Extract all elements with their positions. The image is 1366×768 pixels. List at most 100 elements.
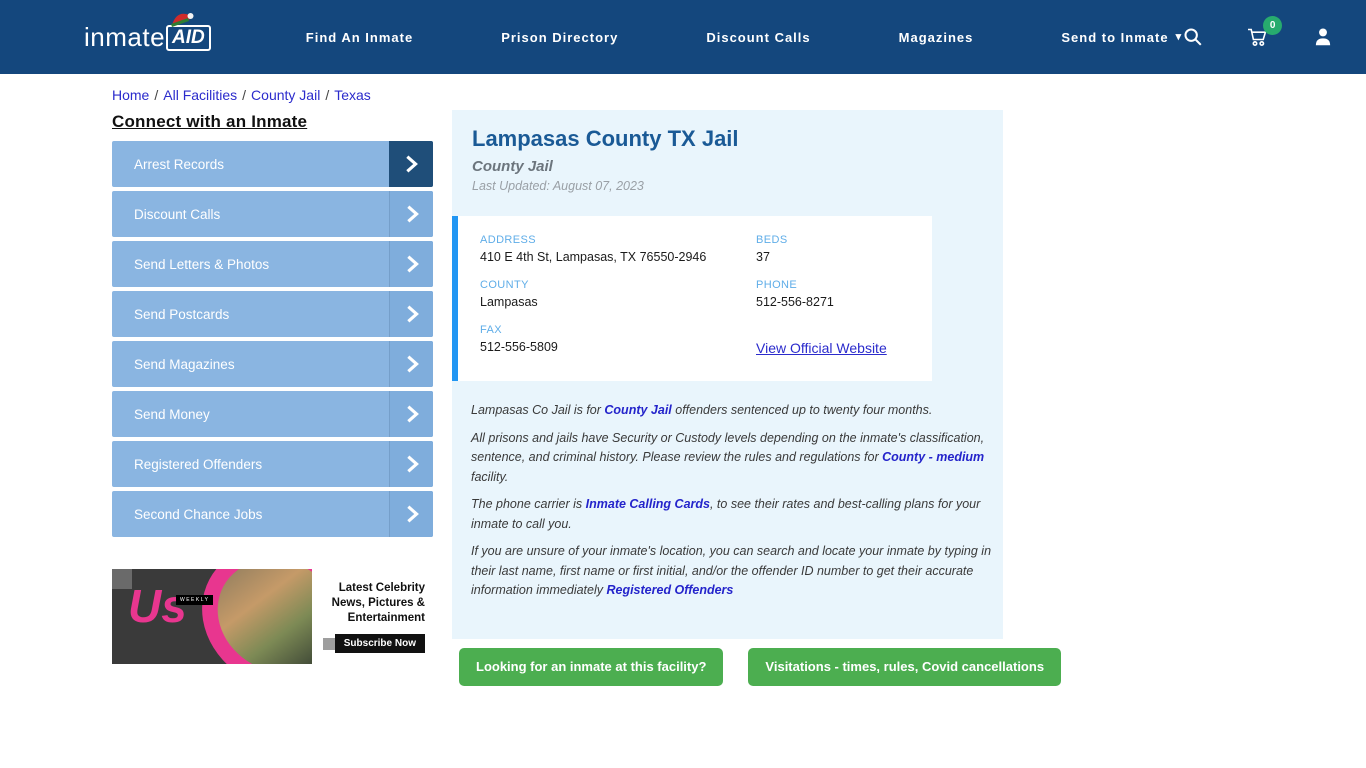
- facility-panel: Lampasas County TX Jail County Jail Last…: [452, 110, 1003, 639]
- sidebar-item-send-letters-photos[interactable]: Send Letters & Photos: [112, 241, 433, 287]
- chevron-right-icon: [389, 341, 433, 387]
- breadcrumb-home[interactable]: Home: [112, 87, 150, 103]
- breadcrumb-county-jail[interactable]: County Jail: [251, 87, 321, 103]
- fax-label: FAX: [480, 324, 502, 336]
- chevron-right-icon: [389, 241, 433, 287]
- address-value: 410 E 4th St, Lampasas, TX 76550-2946: [480, 250, 707, 264]
- address-label: ADDRESS: [480, 234, 536, 246]
- county-value: Lampasas: [480, 295, 538, 309]
- description-paragraph: All prisons and jails have Security or C…: [471, 429, 995, 488]
- nav-prison-directory[interactable]: Prison Directory: [501, 29, 619, 45]
- phone-label: PHONE: [756, 279, 798, 291]
- sidebar-item-send-postcards[interactable]: Send Postcards: [112, 291, 433, 337]
- looking-for-inmate-button[interactable]: Looking for an inmate at this facility?: [459, 647, 724, 686]
- sidebar-item-label: Send Money: [134, 406, 210, 422]
- ad-text-area: Latest Celebrity News, Pictures & Entert…: [312, 569, 433, 664]
- chevron-right-icon: [389, 391, 433, 437]
- ad-corner-square: [112, 569, 132, 589]
- paragraph-text: , to see their rates and best-calling pl…: [471, 497, 981, 531]
- paragraph-text: The phone carrier is: [471, 497, 586, 511]
- sidebar-item-label: Send Magazines: [134, 356, 235, 372]
- sidebar-item-second-chance-jobs[interactable]: Second Chance Jobs: [112, 491, 433, 537]
- sidebar-item-label: Send Postcards: [134, 306, 230, 322]
- breadcrumb-separator: /: [242, 87, 247, 103]
- search-icon[interactable]: [1182, 26, 1204, 48]
- sidebar-item-discount-calls[interactable]: Discount Calls: [112, 191, 433, 237]
- sidebar-item-send-money[interactable]: Send Money: [112, 391, 433, 437]
- breadcrumb-separator: /: [325, 87, 330, 103]
- sidebar-item-registered-offenders[interactable]: Registered Offenders: [112, 441, 433, 487]
- official-website-link[interactable]: View Official Website: [756, 340, 887, 356]
- top-navbar: inmate AID Find An Inmate Prison Directo…: [0, 0, 1366, 74]
- chevron-right-icon: [389, 191, 433, 237]
- sidebar-item-label: Send Letters & Photos: [134, 256, 270, 272]
- facility-description: Lampasas Co Jail is for County Jail offe…: [452, 381, 1003, 601]
- subscribe-now-button[interactable]: Subscribe Now: [334, 634, 425, 653]
- us-magazine-logo: Us: [128, 580, 187, 632]
- paragraph-text: If you are unsure of your inmate's locat…: [471, 544, 992, 597]
- sidebar: Connect with an Inmate Arrest Records Di…: [112, 103, 433, 664]
- breadcrumb-texas[interactable]: Texas: [334, 87, 371, 103]
- chevron-right-icon: [389, 441, 433, 487]
- us-weekly-ad-banner[interactable]: Us WEEKLY Latest Celebrity News, Picture…: [112, 569, 433, 664]
- breadcrumb: Home / All Facilities / County Jail / Texas: [112, 87, 1366, 103]
- info-left-column: ADDRESS 410 E 4th St, Lampasas, TX 76550…: [480, 234, 756, 369]
- sidebar-item-send-magazines[interactable]: Send Magazines: [112, 341, 433, 387]
- paragraph-text: All prisons and jails have Security or C…: [471, 430, 985, 465]
- nav-send-to-inmate[interactable]: Send to Inmate ▾: [1061, 30, 1182, 45]
- ad-graphic-area: Us WEEKLY: [112, 569, 384, 664]
- chevron-right-icon: [389, 141, 433, 187]
- navbar-icons: 0: [1182, 16, 1366, 48]
- title-block: Lampasas County TX Jail County Jail Last…: [452, 110, 1003, 193]
- ad-text-line: News, Pictures &: [331, 597, 425, 609]
- fax-value: 512-556-5809: [480, 340, 558, 354]
- cart-icon[interactable]: 0: [1246, 16, 1283, 48]
- cta-button-row: Looking for an inmate at this facility? …: [459, 647, 1062, 686]
- beds-field: BEDS 37: [756, 234, 922, 264]
- sidebar-item-label: Arrest Records: [134, 156, 225, 172]
- nav-magazines[interactable]: Magazines: [898, 29, 974, 45]
- breadcrumb-separator: /: [154, 87, 159, 103]
- facility-type-subtitle: County Jail: [472, 158, 553, 175]
- county-field: COUNTY Lampasas: [480, 279, 756, 309]
- chevron-right-icon: [389, 491, 433, 537]
- page-title: Lampasas County TX Jail: [472, 126, 739, 151]
- fax-field: FAX 512-556-5809: [480, 324, 756, 354]
- address-field: ADDRESS 410 E 4th St, Lampasas, TX 76550…: [480, 234, 756, 264]
- description-paragraph: The phone carrier is Inmate Calling Card…: [471, 495, 995, 534]
- info-right-column: BEDS 37 PHONE 512-556-8271 View Official…: [756, 234, 922, 369]
- ad-subscribe-row: Subscribe Now: [322, 634, 425, 653]
- inmateaid-logo[interactable]: inmate AID: [84, 12, 211, 53]
- santa-hat-icon: [169, 10, 195, 33]
- caret-down-icon: ▾: [1175, 30, 1183, 43]
- county-medium-link[interactable]: County - medium: [882, 450, 985, 464]
- sidebar-item-arrest-records[interactable]: Arrest Records: [112, 141, 433, 187]
- facility-info-card: ADDRESS 410 E 4th St, Lampasas, TX 76550…: [452, 216, 932, 381]
- phone-value: 512-556-8271: [756, 295, 834, 309]
- inmate-calling-cards-link[interactable]: Inmate Calling Cards: [585, 497, 710, 511]
- description-paragraph: If you are unsure of your inmate's locat…: [471, 542, 995, 601]
- registered-offenders-link[interactable]: Registered Offenders: [606, 583, 734, 597]
- paragraph-text: offenders sentenced up to twenty four mo…: [671, 403, 933, 417]
- main-content: Lampasas County TX Jail County Jail Last…: [452, 103, 1062, 686]
- visitations-button[interactable]: Visitations - times, rules, Covid cancel…: [748, 647, 1062, 686]
- ad-text-line: Entertainment: [347, 612, 425, 624]
- county-jail-link[interactable]: County Jail: [604, 403, 672, 417]
- ad-text-line: Latest Celebrity: [338, 582, 425, 594]
- phone-field: PHONE 512-556-8271: [756, 279, 922, 309]
- nav-send-to-inmate-label: Send to Inmate: [1061, 29, 1169, 45]
- sidebar-item-label: Second Chance Jobs: [134, 506, 263, 522]
- nav-discount-calls[interactable]: Discount Calls: [706, 29, 811, 45]
- description-paragraph: Lampasas Co Jail is for County Jail offe…: [471, 401, 995, 421]
- nav-find-an-inmate[interactable]: Find An Inmate: [305, 29, 414, 45]
- county-label: COUNTY: [480, 279, 529, 291]
- ad-cta-square: [322, 637, 335, 650]
- chevron-right-icon: [389, 291, 433, 337]
- paragraph-text: Lampasas Co Jail is for: [471, 403, 605, 417]
- cart-count-badge: 0: [1263, 16, 1283, 35]
- breadcrumb-all-facilities[interactable]: All Facilities: [163, 87, 238, 103]
- content-row: Connect with an Inmate Arrest Records Di…: [0, 103, 1366, 686]
- user-icon[interactable]: [1312, 26, 1334, 48]
- beds-label: BEDS: [756, 234, 788, 246]
- primary-nav: Find An Inmate Prison Directory Discount…: [306, 30, 1182, 45]
